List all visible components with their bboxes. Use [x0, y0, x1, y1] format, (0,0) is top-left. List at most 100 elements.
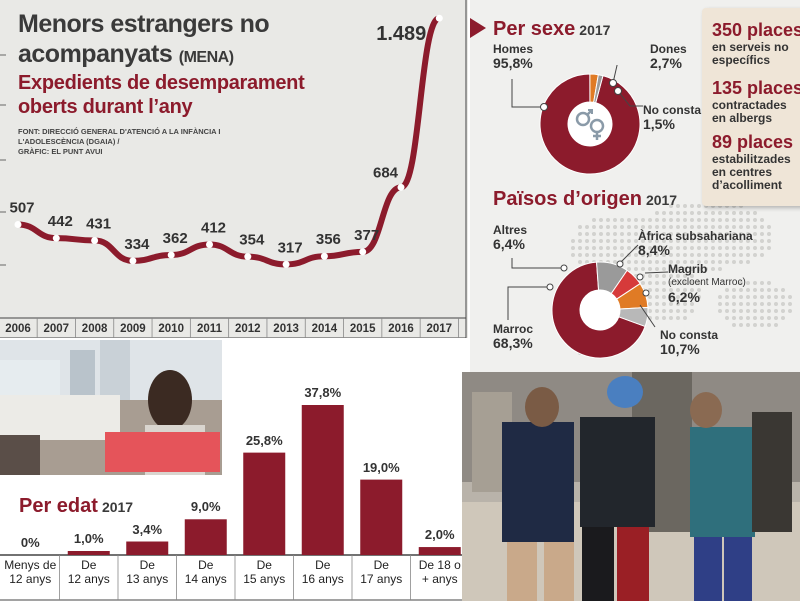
line-point-2010: [167, 251, 175, 259]
bar-7: [418, 547, 461, 555]
line-x-tick-2007: 2007: [44, 323, 70, 335]
places-2-line1: contractades: [712, 98, 787, 112]
bar-5: [301, 405, 344, 555]
main-title-line2: acompanyats (MENA): [18, 40, 234, 69]
origin-label-magrib: Magrib (excloent Marroc) 6,2%: [668, 262, 746, 304]
gender-symbols-icon: [575, 109, 605, 140]
bar-category-label-6: De 17 anys: [360, 558, 403, 586]
line-value-label-2013: 317: [278, 239, 303, 256]
bar-category-label-4: De 15 anys: [243, 558, 286, 586]
bar-1: [67, 551, 110, 555]
origin-label-marroc-value: 68,3%: [493, 335, 533, 351]
places-3-number: 89 places: [712, 132, 794, 152]
origin-label-africa-value: 8,4%: [638, 242, 670, 258]
line-point-2013: [282, 260, 290, 268]
line-point-2009: [129, 257, 137, 265]
bar-category-label-7: De 18 o + anys: [418, 558, 461, 586]
bar-value-label-0: 0%: [20, 535, 40, 550]
line-value-label-2006: 507: [9, 200, 34, 217]
main-title-suffix: (MENA): [178, 49, 234, 66]
places-3-line1: estabilitzades: [712, 152, 791, 166]
origin-section-year: 2017: [645, 192, 678, 208]
age-section-title: Per edat: [19, 495, 98, 517]
sex-label-homes-value: 95,8%: [493, 55, 533, 71]
places-item-3: 89 places estabilitzades en centres d’ac…: [712, 132, 793, 192]
photo-youths: [462, 372, 800, 601]
places-2-line2: en albergs: [712, 111, 773, 125]
line-value-label-2008: 431: [86, 215, 111, 232]
places-3-line2: en centres: [712, 165, 773, 179]
line-value-label-2012: 354: [239, 232, 265, 249]
places-3-line3: d’acolliment: [712, 178, 783, 192]
line-value-label-2011: 412: [201, 219, 226, 236]
places-1-number: 350 places: [712, 20, 800, 40]
sex-section-header: Per sexe 2017: [493, 18, 610, 41]
line-x-tick-2006: 2006: [5, 323, 31, 335]
origin-label-noconsta-value: 10,7%: [660, 341, 700, 357]
line-x-tick-2013: 2013: [273, 323, 299, 335]
origin-label-noconsta-name: No consta: [660, 328, 719, 342]
origin-label-altres: Altres 6,4%: [493, 223, 527, 251]
sex-label-noconsta: No consta 1,5%: [643, 103, 701, 131]
bar-value-label-1: 1,0%: [73, 531, 104, 546]
leader-dot-africa: [616, 260, 624, 268]
origin-label-noconsta: No consta 10,7%: [660, 328, 718, 356]
line-x-tick-2008: 2008: [82, 323, 108, 335]
main-title-acronym-base: acompanyats: [18, 40, 173, 68]
line-value-label-2007: 442: [48, 213, 73, 230]
bar-chart: [0, 405, 468, 601]
source-line1: FONT: DIRECCIÓ GENERAL D'ATENCIÓ A LA IN…: [18, 127, 221, 136]
arrow-marker: [470, 18, 488, 43]
bar-4: [243, 452, 286, 555]
leader-dot-noconsta: [614, 87, 622, 95]
places-1-line1: en serveis no: [712, 40, 789, 54]
triangle-arrow-icon: [470, 18, 486, 38]
origin-label-altres-value: 6,4%: [493, 236, 525, 252]
line-value-label-2016: 684: [373, 164, 399, 181]
line-point-2008: [91, 236, 99, 244]
sex-label-noconsta-name: No consta: [643, 103, 702, 117]
origin-label-magrib-note: (excloent Marroc): [668, 277, 746, 288]
bar-category-label-5: De 16 anys: [301, 558, 344, 586]
origin-label-marroc: Marroc 68,3%: [493, 322, 533, 350]
origin-label-magrib-value: 6,2%: [668, 289, 700, 305]
bar-3: [184, 519, 227, 555]
line-value-label-2009: 334: [124, 236, 150, 253]
leader-dot-noconsta2: [642, 289, 650, 297]
line-point-2011: [206, 240, 213, 248]
sex-label-dones-name: Dones: [650, 42, 687, 56]
leader-dot-homes: [540, 103, 548, 111]
line-x-tick-2012: 2012: [235, 323, 261, 335]
sex-label-dones-value: 2,7%: [650, 55, 682, 71]
age-section-year: 2017: [101, 499, 134, 515]
places-item-2: 135 places contractades en albergs: [712, 78, 800, 125]
origin-label-africa: Àfrica subsahariana 8,4%: [638, 229, 753, 257]
line-value-label-2010: 362: [163, 230, 188, 247]
origin-label-marroc-name: Marroc: [493, 322, 534, 336]
person-2: [580, 417, 655, 527]
line-point-2014: [320, 252, 328, 260]
places-item-1: 350 places en serveis no específics: [712, 20, 800, 67]
places-2-number: 135 places: [712, 78, 800, 98]
places-1-line2: específics: [712, 53, 771, 67]
line-point-2006: [14, 221, 22, 229]
line-x-tick-2009: 2009: [120, 323, 146, 335]
chart-subtitle-line2: oberts durant l’any: [18, 96, 193, 118]
bar-6: [360, 479, 403, 555]
main-title: Menors estrangers no: [18, 10, 270, 38]
sex-label-homes-name: Homes: [493, 42, 534, 56]
source-line3: GRÀFIC: EL PUNT AVUI: [18, 147, 103, 156]
origin-label-altres-name: Altres: [493, 223, 528, 237]
line-x-tick-2016: 2016: [388, 323, 414, 335]
bar-value-label-4: 25,8%: [245, 432, 283, 448]
origin-label-africa-name: Àfrica subsahariana: [638, 229, 753, 243]
line-value-label-2014: 356: [316, 231, 341, 248]
bar-value-label-3: 9,0%: [190, 499, 221, 515]
sex-label-dones: Dones 2,7%: [650, 42, 687, 70]
places-box: 350 places en serveis no específics 135 …: [702, 8, 800, 206]
bar-value-label-5: 37,8%: [304, 385, 342, 400]
line-point-2007: [52, 234, 60, 242]
line-chart-panel: [0, 0, 468, 338]
line-point-2016: [397, 183, 405, 191]
line-x-tick-2015: 2015: [350, 323, 376, 335]
